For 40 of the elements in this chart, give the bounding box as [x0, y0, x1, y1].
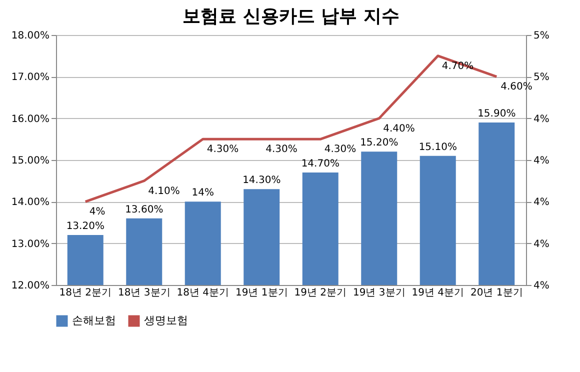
x-tick-label: 18년 2분기	[59, 288, 112, 298]
y-tick-label: 16.00%	[11, 114, 50, 125]
x-tick-label: 18년 3분기	[118, 288, 170, 298]
y-tick-label: 15.00%	[11, 156, 50, 166]
data-label: 14.30%	[242, 175, 281, 186]
data-label: 4.40%	[383, 123, 415, 134]
x-tick-label: 19년 4분기	[412, 288, 464, 298]
y-tick-label: 12.00%	[11, 280, 50, 292]
data-label: 4%	[89, 206, 106, 218]
y2-tick-label: 4%	[534, 156, 550, 166]
data-label: 4.30%	[266, 144, 298, 156]
y-tick-label: 17.00%	[11, 72, 50, 84]
data-label: 15.20%	[360, 138, 398, 149]
y-tick-label: 13.00%	[11, 238, 50, 250]
legend-label: 손해보험	[72, 314, 116, 327]
x-tick-label: 20년 1분기	[470, 288, 523, 298]
y-tick-label: 14.00%	[11, 197, 50, 208]
data-label: 4.30%	[324, 144, 356, 156]
y2-tick-label: 4%	[534, 238, 550, 250]
data-label: 13.20%	[66, 221, 104, 232]
data-label: 15.10%	[418, 142, 457, 153]
y2-tick-label: 4%	[534, 197, 550, 208]
data-label: 14.70%	[301, 158, 340, 170]
data-label: 4.30%	[206, 144, 239, 156]
x-tick-label: 19년 2분기	[294, 288, 347, 298]
y2-tick-label: 4%	[534, 280, 550, 292]
data-label: 15.90%	[478, 108, 516, 120]
y2-tick-label: 4%	[534, 114, 550, 125]
y-tick-label: 18.00%	[11, 30, 50, 42]
y2-tick-label: 5%	[534, 30, 550, 42]
chart-title: 보험료 신용카드 납부 지수	[182, 6, 400, 27]
data-label: 4.60%	[500, 82, 532, 93]
data-label: 13.60%	[125, 204, 164, 216]
data-label: 4.10%	[148, 186, 180, 197]
x-tick-label: 19년 1분기	[235, 288, 288, 298]
data-label: 14%	[192, 188, 214, 199]
x-tick-label: 18년 4분기	[176, 288, 230, 298]
y2-tick-label: 5%	[534, 72, 550, 84]
x-tick-label: 19년 3분기	[352, 288, 406, 298]
legend-label: 생명보험	[144, 314, 188, 327]
